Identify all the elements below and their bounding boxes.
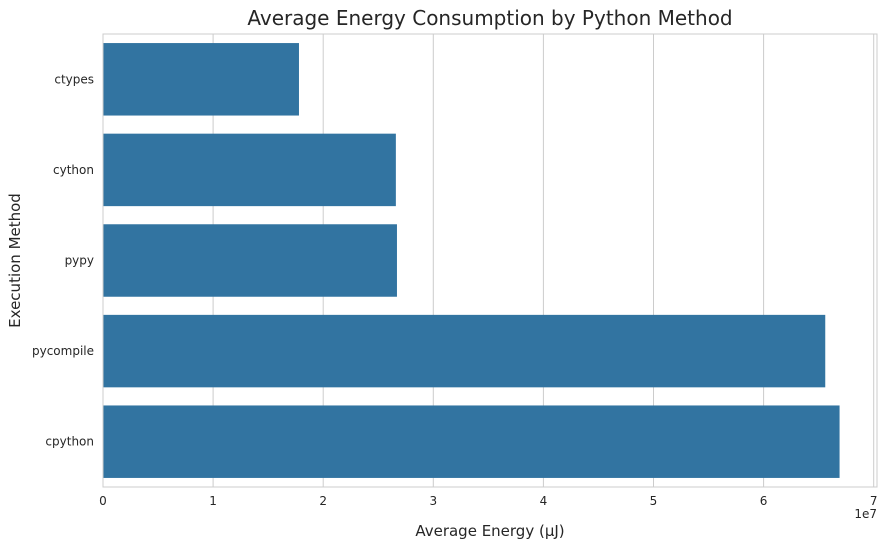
plot-frame: [102, 33, 878, 488]
x-tick-label: 1: [209, 494, 217, 508]
bar-pycompile: [103, 314, 826, 388]
y-tick-labels: ctypes cython pypy pycompile cpython: [32, 72, 94, 448]
chart-title: Average Energy Consumption by Python Met…: [247, 6, 732, 30]
bar-cython: [103, 133, 396, 207]
x-tick-label: 5: [650, 494, 658, 508]
x-tick-label: 4: [540, 494, 548, 508]
y-tick-label-pypy: pypy: [65, 254, 94, 268]
bar-pypy: [103, 224, 397, 297]
x-tick-label: 6: [760, 494, 768, 508]
y-tick-label-cpython: cpython: [45, 435, 94, 449]
y-tick-label-cython: cython: [53, 163, 94, 177]
x-tick-label: 3: [429, 494, 437, 508]
x-tick-label: 2: [319, 494, 327, 508]
bars: [103, 43, 840, 478]
x-tick-label: 0: [99, 494, 107, 508]
x-tick-label: 7: [870, 494, 878, 508]
y-tick-label-pycompile: pycompile: [32, 344, 94, 358]
x-offset-label: 1e7: [854, 507, 877, 521]
x-axis-label: Average Energy (µJ): [415, 522, 564, 540]
y-axis-label: Execution Method: [6, 193, 24, 328]
x-tick-labels: 0 1 2 3 4 5 6 7: [99, 494, 877, 508]
y-tick-label-ctypes: ctypes: [54, 72, 94, 86]
bar-ctypes: [103, 43, 299, 116]
bar-cpython: [103, 405, 840, 478]
